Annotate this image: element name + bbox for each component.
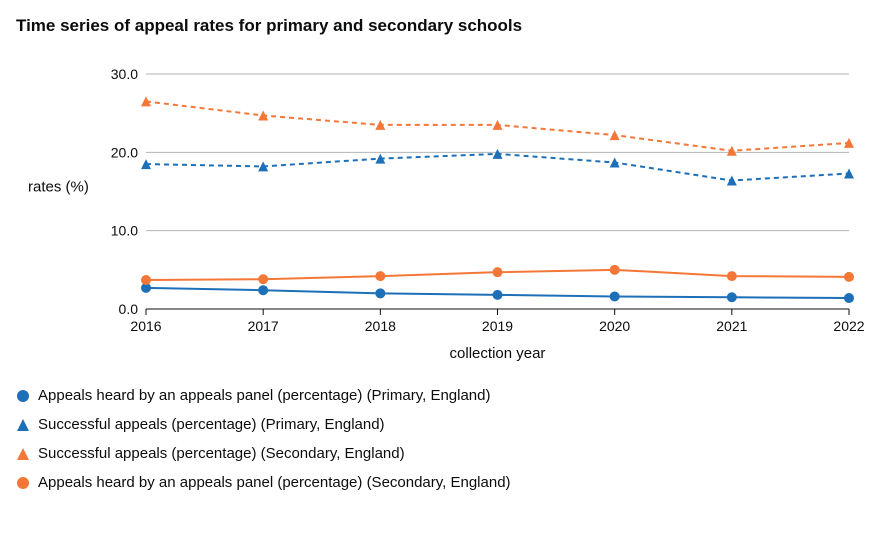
legend-item: Appeals heard by an appeals panel (perce… — [16, 468, 869, 497]
chart-title: Time series of appeal rates for primary … — [16, 16, 869, 36]
chart-container: Time series of appeal rates for primary … — [16, 16, 869, 497]
data-point — [375, 120, 385, 130]
data-point — [375, 271, 385, 281]
y-tick-label: 0.0 — [119, 301, 139, 317]
legend-item: Successful appeals (percentage) (Primary… — [16, 410, 869, 439]
circle-marker-icon — [16, 389, 30, 403]
data-point — [727, 176, 737, 186]
data-point — [610, 291, 620, 301]
data-point — [844, 168, 854, 178]
y-tick-label: 30.0 — [111, 66, 138, 82]
x-tick-label: 2017 — [248, 318, 279, 334]
data-point — [258, 285, 268, 295]
data-point — [17, 419, 29, 431]
data-point — [141, 275, 151, 285]
x-tick-label: 2020 — [599, 318, 630, 334]
legend-label: Successful appeals (percentage) (Seconda… — [38, 445, 405, 462]
legend: Appeals heard by an appeals panel (perce… — [16, 381, 869, 497]
x-axis-label: collection year — [450, 345, 546, 362]
x-tick-label: 2016 — [130, 318, 161, 334]
data-point — [17, 448, 29, 460]
data-point — [610, 130, 620, 140]
legend-label: Appeals heard by an appeals panel (perce… — [38, 474, 511, 491]
x-tick-label: 2019 — [482, 318, 513, 334]
triangle-marker-icon — [16, 447, 30, 461]
line-chart: 0.0 10.0 20.0 30.0 2016 2017 2018 2019 2020 2021 2… — [16, 44, 869, 364]
data-point — [727, 271, 737, 281]
legend-item: Successful appeals (percentage) (Seconda… — [16, 439, 869, 468]
data-point — [493, 267, 503, 277]
data-point — [727, 292, 737, 302]
data-point — [17, 390, 29, 402]
data-point — [493, 120, 503, 130]
legend-label: Appeals heard by an appeals panel (perce… — [38, 387, 491, 404]
data-point — [493, 290, 503, 300]
legend-label: Successful appeals (percentage) (Primary… — [38, 416, 385, 433]
triangle-marker-icon — [16, 418, 30, 432]
data-point — [844, 293, 854, 303]
data-point — [844, 272, 854, 282]
legend-item: Appeals heard by an appeals panel (perce… — [16, 381, 869, 410]
x-tick-label: 2021 — [716, 318, 747, 334]
x-tick-label: 2018 — [365, 318, 396, 334]
circle-marker-icon — [16, 476, 30, 490]
data-point — [375, 288, 385, 298]
data-point — [17, 477, 29, 489]
x-tick-label: 2022 — [833, 318, 864, 334]
data-point — [258, 274, 268, 284]
data-point — [610, 265, 620, 275]
y-tick-label: 10.0 — [111, 223, 138, 239]
y-tick-label: 20.0 — [111, 144, 138, 160]
y-axis-label: rates (%) — [28, 179, 89, 196]
